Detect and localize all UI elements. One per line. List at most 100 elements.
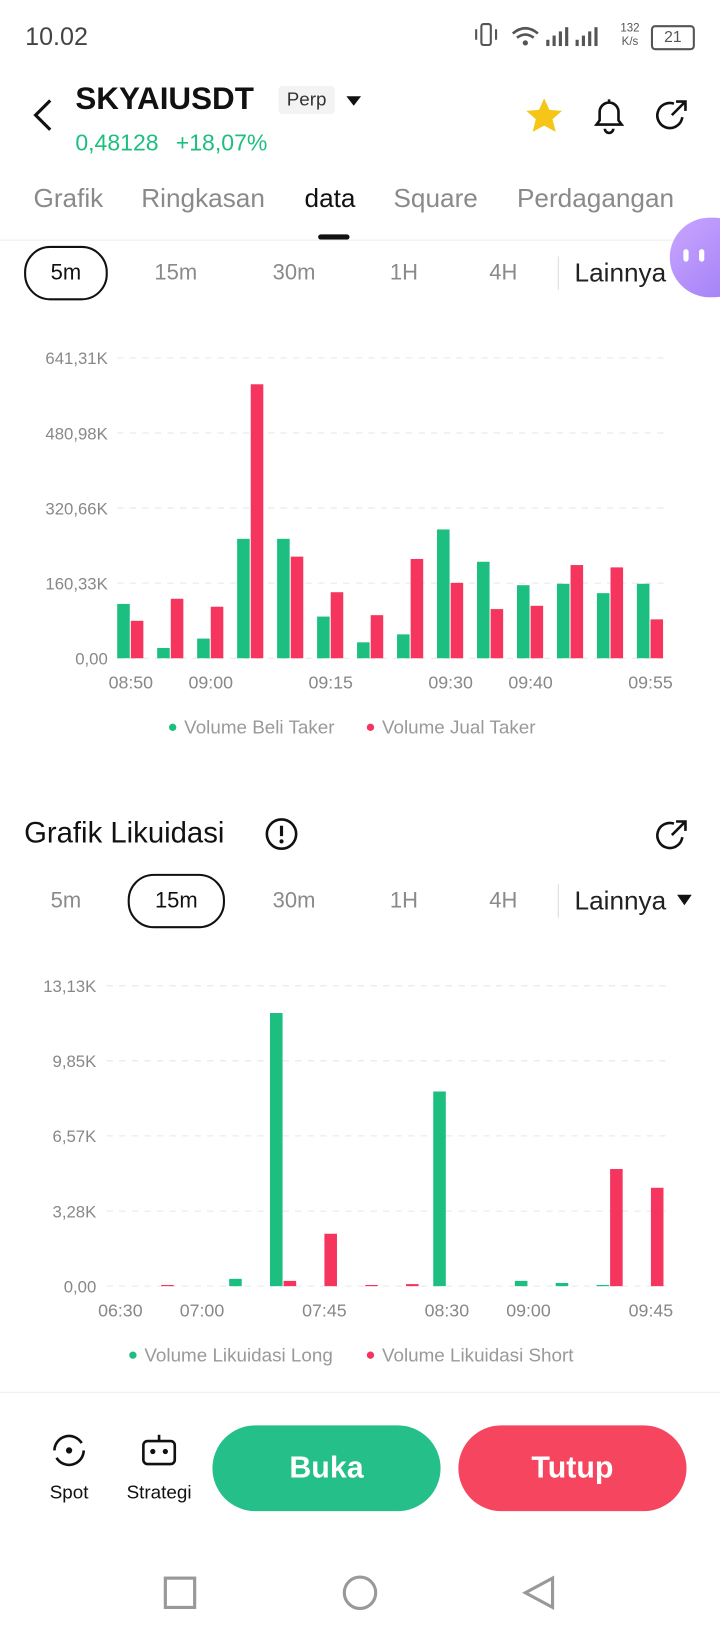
bar (283, 1280, 297, 1287)
open-button[interactable]: Buka (212, 1425, 441, 1512)
tab[interactable]: Perdagangan (516, 184, 675, 214)
bar (650, 619, 664, 659)
battery: 21 (650, 25, 695, 51)
speed: 132 (620, 21, 640, 35)
bar (514, 1280, 528, 1287)
y-tick-label: 320,66K (45, 499, 107, 518)
interval[interactable]: 30m (272, 888, 316, 913)
net-speed: 132 K/s (615, 22, 644, 49)
x-tick-label: 07:45 (302, 1300, 347, 1320)
nav-back[interactable] (522, 1575, 555, 1611)
bar (365, 1285, 378, 1287)
divider (0, 1391, 720, 1393)
bar (556, 583, 570, 659)
y-tick-label: 480,98K (45, 424, 107, 443)
interval[interactable]: 4H (489, 260, 518, 285)
separator (557, 884, 559, 918)
dropdown-arrow[interactable] (345, 94, 362, 109)
change: +18,07% (175, 129, 268, 156)
x-tick-label: 09:55 (628, 673, 673, 693)
close-button[interactable]: Tutup (458, 1425, 687, 1512)
interval[interactable]: 1H (389, 260, 418, 285)
dropdown-arrow[interactable] (676, 893, 693, 908)
interval[interactable]: 5m (50, 888, 82, 913)
spot-label[interactable]: Spot (49, 1481, 89, 1503)
bar (570, 565, 584, 659)
back-button[interactable] (29, 96, 60, 134)
bar (410, 558, 424, 659)
legend-label: Volume Jual Taker (382, 717, 536, 738)
bar (433, 1091, 446, 1287)
strategy-icon[interactable] (140, 1432, 178, 1470)
bar (117, 603, 130, 659)
x-tick-label: 06:30 (98, 1300, 143, 1320)
x-tick-label: 09:45 (629, 1300, 674, 1320)
nav-home[interactable] (342, 1575, 378, 1611)
status-icons (475, 23, 598, 47)
interval[interactable]: 15m (154, 260, 198, 285)
share-icon[interactable] (653, 816, 691, 854)
symbol[interactable]: SKYAIUSDT (75, 81, 254, 117)
y-tick-label: 13,13K (43, 977, 96, 996)
bar (555, 1282, 569, 1287)
y-tick-label: 0,00 (75, 650, 108, 669)
bar (610, 567, 624, 659)
interval[interactable]: 30m (272, 260, 316, 285)
y-tick-label: 160,33K (45, 574, 107, 593)
alert-icon[interactable] (590, 96, 628, 136)
bar (530, 605, 544, 659)
more-intervals[interactable]: Lainnya (574, 258, 667, 288)
bar (210, 606, 224, 659)
bar (130, 620, 144, 659)
bar (324, 1233, 337, 1287)
info-icon[interactable] (264, 816, 300, 852)
tab[interactable]: Square (393, 184, 478, 214)
legend-marker (129, 1351, 137, 1359)
interval[interactable]: 1H (389, 888, 418, 913)
x-tick-label: 09:30 (428, 673, 473, 693)
bar (636, 583, 650, 659)
bar (317, 616, 330, 659)
separator (557, 256, 559, 290)
y-tick-label: 0,00 (64, 1277, 97, 1296)
x-tick-label: 09:00 (189, 673, 234, 693)
x-tick-label: 09:15 (308, 673, 353, 693)
interval-selected[interactable]: 15m (127, 873, 225, 929)
x-tick-label: 09:00 (506, 1300, 551, 1320)
bar (476, 561, 490, 659)
tab[interactable]: Ringkasan (141, 184, 265, 214)
bar (290, 556, 304, 659)
tab-indicator (318, 234, 350, 240)
bar (596, 1285, 610, 1287)
tab-active[interactable]: data (304, 184, 356, 214)
strategy-label[interactable]: Strategi (126, 1481, 192, 1503)
favorite-icon[interactable] (523, 96, 565, 136)
bar (490, 609, 504, 659)
bar (650, 1187, 664, 1287)
spot-icon[interactable] (50, 1432, 88, 1470)
bar (357, 642, 370, 659)
x-tick-label: 08:50 (109, 673, 154, 693)
taker-volume-chart: 0,00 160,33K 320,66K 480,98K 641,31K 08:50 09:… (45, 349, 673, 738)
assistant-eyes (683, 249, 705, 262)
x-tick-label: 09:40 (508, 673, 553, 693)
y-tick-label: 6,57K (53, 1127, 97, 1146)
bar (397, 634, 410, 659)
tab[interactable]: Grafik (33, 184, 104, 214)
more-intervals[interactable]: Lainnya (574, 886, 667, 916)
share-icon[interactable] (653, 96, 691, 136)
nav-recent[interactable] (163, 1576, 197, 1609)
clock: 10.02 (25, 23, 88, 52)
nav-bar (163, 1575, 555, 1611)
interval[interactable]: 4H (489, 888, 518, 913)
legend-marker (366, 1351, 375, 1359)
section-title: Grafik Likuidasi (24, 816, 225, 849)
liquidation-chart: 0,00 3,28K 6,57K 9,85K 13,13K 06:30 07:00 07:45… (43, 977, 674, 1365)
x-tick-label: 08:30 (425, 1300, 470, 1320)
interval-selected[interactable]: 5m (24, 245, 108, 301)
bar (229, 1278, 242, 1287)
bar (437, 529, 450, 659)
x-tick-label: 07:00 (180, 1300, 225, 1320)
bar (170, 598, 184, 659)
